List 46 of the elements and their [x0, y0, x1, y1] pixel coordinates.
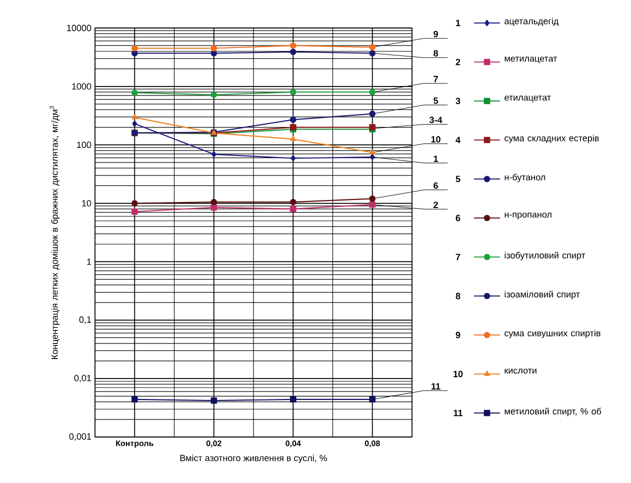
text: 2: [456, 58, 460, 66]
legend-label: н-пропанол: [504, 212, 552, 220]
legend-label: метиловий спирт, % об: [504, 408, 602, 416]
annotation: 7: [434, 76, 438, 82]
y-tick-label: 0,01: [74, 374, 92, 382]
text: 9: [456, 332, 460, 338]
annotation: 8: [434, 50, 438, 56]
x-tick-label: 0,08: [364, 440, 380, 448]
y-tick-label: 0,1: [79, 316, 92, 324]
text: 4: [456, 136, 460, 144]
text: 6: [456, 214, 460, 222]
legend-label: сума складних естерів: [504, 134, 599, 144]
annotation: 2: [434, 202, 438, 208]
annotation: 10: [431, 136, 440, 143]
text: 8: [456, 292, 460, 300]
y-tick-label: 1000: [72, 83, 92, 90]
x-tick-label: Контроль: [116, 440, 154, 448]
legend-label: ізоаміловий спирт: [504, 290, 580, 300]
legend-label: ізобутиловий спирт: [504, 252, 586, 260]
y-tick-label: 10: [82, 200, 92, 206]
annotation: 3-4: [429, 116, 442, 124]
annotation: 1: [434, 156, 438, 162]
legend-label: етилацетат: [504, 96, 551, 102]
annotation: 5: [434, 98, 438, 104]
x-tick-label: 0,04: [286, 440, 301, 448]
y-tick-label: 100: [77, 142, 92, 148]
text: 7: [456, 254, 460, 260]
legend-label: ацетальдегід: [504, 18, 559, 26]
text: 5: [456, 176, 460, 182]
x-axis-title: Вміст азотного живлення в суслі, %: [180, 454, 328, 463]
legend-label: сума сивушних спиртів: [504, 330, 600, 338]
y-axis-title: Концентрація летких домішок в бражних дистилятах, мг/дм$^{3}$: [50, 106, 60, 359]
text: 1: [456, 20, 460, 26]
y-tick-label: 1: [87, 258, 92, 265]
annotation: 6: [434, 182, 438, 189]
text: 3: [456, 98, 460, 104]
legend-label: кислоти: [504, 368, 536, 374]
text: 11: [454, 410, 463, 416]
legend-label: метилацетат: [504, 56, 558, 64]
text: 10: [454, 370, 463, 378]
legend-label: н-бутанол: [504, 174, 546, 182]
annotation: 11: [432, 383, 440, 390]
y-tick-label: 10000: [67, 24, 92, 32]
annotation: 9: [434, 30, 438, 38]
x-tick-label: 0,02: [206, 440, 222, 448]
y-tick-label: 0,001: [69, 433, 92, 441]
